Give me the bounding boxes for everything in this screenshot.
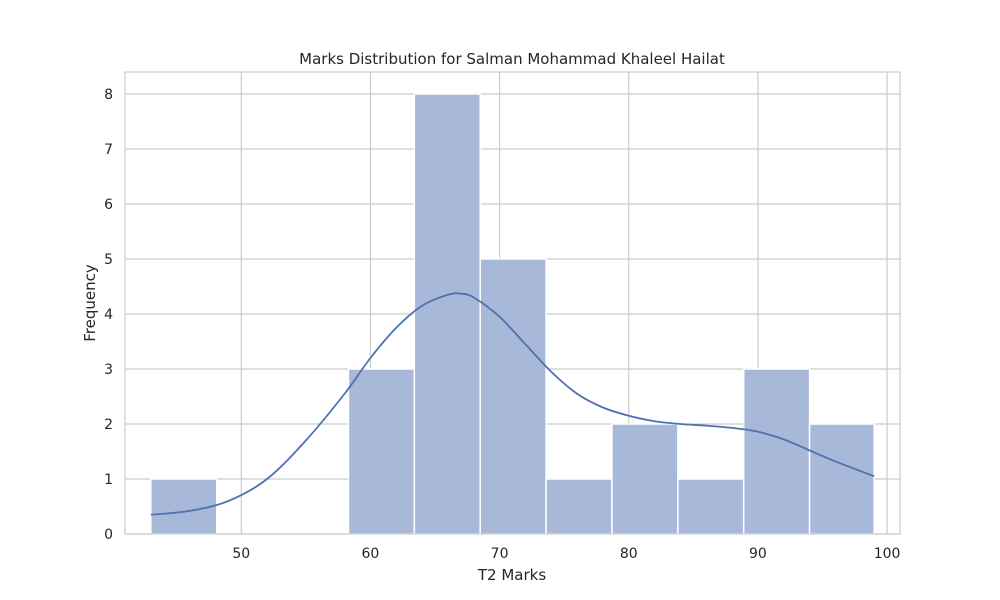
y-axis-label: Frequency — [81, 264, 99, 342]
y-tick-label: 6 — [104, 197, 113, 213]
histogram-bar — [347, 368, 416, 535]
y-tick-label: 0 — [104, 527, 113, 543]
histogram-bar — [545, 478, 613, 535]
histogram-bar — [611, 423, 679, 535]
y-tick-label: 3 — [104, 362, 113, 378]
x-tick-label: 70 — [491, 546, 509, 562]
plot-frame — [124, 71, 901, 535]
histogram-bar — [479, 258, 547, 535]
histogram-bar — [150, 478, 218, 535]
x-ticks: 50 60 70 80 90 100 — [232, 546, 900, 562]
x-tick-label: 60 — [362, 546, 380, 562]
histogram-bar — [413, 93, 481, 535]
histogram-bar — [808, 423, 875, 535]
y-ticks: 0 1 2 3 4 5 6 7 8 — [104, 87, 113, 543]
x-tick-label: 50 — [232, 546, 250, 562]
y-tick-label: 4 — [104, 307, 113, 323]
histogram-bar — [742, 368, 811, 535]
x-axis-label: T2 Marks — [477, 566, 546, 584]
x-tick-label: 100 — [874, 546, 901, 562]
y-tick-label: 1 — [104, 472, 113, 488]
bars — [150, 93, 875, 535]
y-tick-label: 5 — [104, 252, 113, 268]
chart-title: Marks Distribution for Salman Mohammad K… — [299, 50, 725, 68]
x-tick-label: 90 — [749, 546, 767, 562]
y-tick-label: 8 — [104, 87, 113, 103]
x-tick-label: 80 — [620, 546, 638, 562]
y-tick-label: 2 — [104, 417, 113, 433]
y-tick-label: 7 — [104, 142, 113, 158]
kde-line — [150, 292, 875, 516]
histogram-bar — [677, 478, 745, 535]
